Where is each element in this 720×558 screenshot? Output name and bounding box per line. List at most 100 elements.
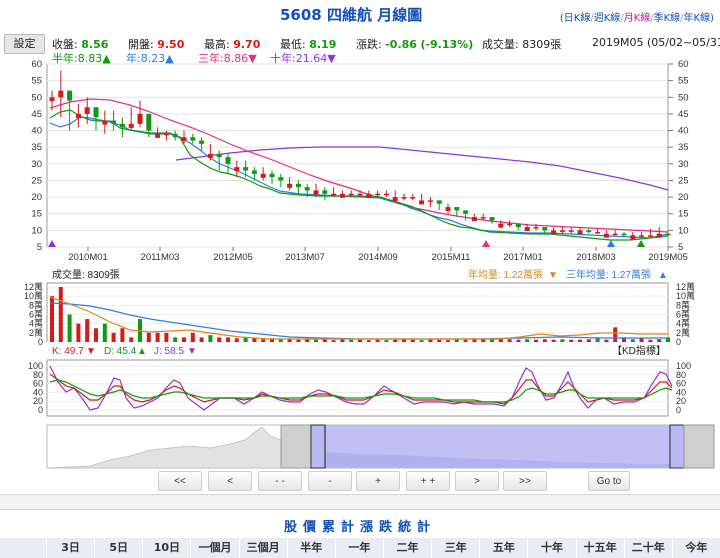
volume-tick-left: 10萬: [24, 290, 43, 301]
time-tick-label: 2017M01: [503, 252, 543, 263]
nav-next-button[interactable]: >: [455, 471, 499, 491]
candle-body: [454, 207, 460, 211]
settings-button[interactable]: 設定: [4, 34, 45, 54]
close-value: 8.56: [81, 38, 109, 51]
volume-bar: [270, 338, 274, 342]
volume-bar: [463, 339, 468, 342]
candle-body: [251, 170, 257, 174]
volume-bar: [314, 339, 318, 342]
stats-panel: 股價累計漲跌統計 3日 5日 10日 一個月 三個月 半年 一年 二年 三年 五…: [0, 509, 720, 558]
volume-bar: [76, 323, 81, 342]
kd-tick-left: 100: [28, 361, 43, 371]
volume-bar: [164, 332, 169, 342]
volume-bar: [454, 339, 459, 342]
time-tick-label: 2018M03: [576, 252, 616, 263]
volume-tick-left: 2萬: [29, 327, 43, 338]
overview-right-shade: [683, 424, 715, 469]
stats-header-cell: 二十年: [623, 538, 672, 558]
volume-tick-right: 10萬: [676, 290, 695, 301]
period-link-daily[interactable]: 日K線: [563, 13, 591, 24]
overview-right-handle[interactable]: [669, 424, 685, 469]
volume-bar: [648, 339, 653, 342]
time-tick-label: 2014M09: [358, 252, 398, 263]
volume-tick-left: 8萬: [29, 299, 43, 310]
candle-body: [366, 193, 372, 198]
volume-bar: [340, 339, 345, 342]
volume-bar: [217, 337, 222, 342]
candle-body: [199, 140, 205, 144]
volume-bar: [446, 340, 450, 342]
ma-ten-year-line: [175, 146, 669, 191]
volume-bar: [437, 339, 442, 342]
price-tick-left: 40: [31, 126, 42, 137]
period-link-quarterly[interactable]: 季K線: [653, 13, 681, 24]
stats-header-cell: 3日: [46, 538, 95, 558]
volume-bar: [58, 287, 63, 342]
period-link-weekly[interactable]: 週K線: [593, 13, 621, 24]
candle-body: [278, 177, 284, 181]
volume-bar: [85, 319, 90, 342]
volume-bar: [402, 339, 406, 342]
candle-body: [295, 183, 301, 188]
volume-bar: [481, 339, 486, 342]
price-tick-right: 15: [678, 209, 689, 220]
quote-low: 最低: 8.19: [280, 38, 337, 51]
nav-zoom-out-button[interactable]: -: [308, 471, 352, 491]
kd-d-line: [49, 379, 673, 403]
volume-bar: [542, 339, 547, 342]
candle-body: [656, 233, 662, 238]
candle-body: [181, 137, 187, 142]
volume-bar: [296, 339, 301, 342]
candle-body: [480, 217, 486, 219]
volume-year-avg-arrow: ▼: [548, 270, 558, 281]
nav-first-button[interactable]: <<: [158, 471, 202, 491]
period-link-monthly[interactable]: 月K線: [623, 13, 651, 24]
page-title: 5608 四維航 月線圖: [280, 6, 423, 24]
kd-j-line: [49, 365, 673, 411]
overview-range-selector[interactable]: [0, 0, 720, 494]
volume-bar: [94, 328, 98, 342]
change-value: -0.86: [385, 38, 417, 51]
candle-body: [524, 227, 530, 232]
volume-tick-left: 12萬: [24, 281, 43, 292]
candle-body: [533, 227, 539, 229]
candle-body: [392, 197, 398, 202]
volume-bar: [604, 339, 609, 342]
kd-tick-left: 60: [33, 379, 43, 389]
stats-header-cell: 十五年: [575, 538, 624, 558]
nav-zoom-out-more-button[interactable]: - -: [258, 471, 302, 491]
kd-indicator-button[interactable]: 【KD指標】: [612, 344, 666, 357]
time-tick-label: 2011M03: [141, 252, 180, 263]
candle-body: [155, 133, 161, 138]
nav-goto-button[interactable]: Go to: [588, 471, 630, 491]
candle-body: [128, 123, 134, 128]
nav-zoom-in-more-button[interactable]: + +: [406, 471, 450, 491]
kd-j-arrow: ▼: [187, 346, 197, 357]
high-value: 9.70: [233, 38, 261, 51]
period-link-yearly[interactable]: 年K線: [683, 13, 711, 24]
volume-bar: [146, 332, 151, 342]
nav-zoom-in-button[interactable]: +: [356, 471, 400, 491]
ma-cross-marker: [637, 240, 645, 247]
candle-body: [401, 197, 407, 199]
chart-main-panel: 5608 四維航 月線圖 (日K線/週K線/月K線/季K線/年K線) 設定 收盤…: [0, 0, 720, 495]
nav-prev-button[interactable]: <: [208, 471, 252, 491]
ma-year-line: [49, 116, 669, 239]
volume-tick-left: 4萬: [29, 318, 43, 329]
overview-left-handle[interactable]: [310, 424, 326, 469]
volume-three-year-avg-arrow: ▲: [658, 270, 668, 281]
volume-tick-left: 0: [38, 337, 43, 347]
candle-body: [375, 193, 381, 196]
ma-legend-ten-year: 十年:21.64▼: [270, 52, 336, 65]
ma-half-year-line: [49, 109, 669, 241]
kd-tick-right: 20: [676, 396, 686, 406]
candle-body: [137, 113, 143, 124]
volume-bar: [261, 339, 266, 342]
nav-last-button[interactable]: >>: [503, 471, 547, 491]
candle-body: [260, 173, 266, 178]
candle-body: [146, 113, 152, 131]
volume-bar: [419, 340, 424, 342]
price-tick-right: 55: [678, 76, 689, 87]
overview-selection-window[interactable]: [325, 425, 670, 468]
